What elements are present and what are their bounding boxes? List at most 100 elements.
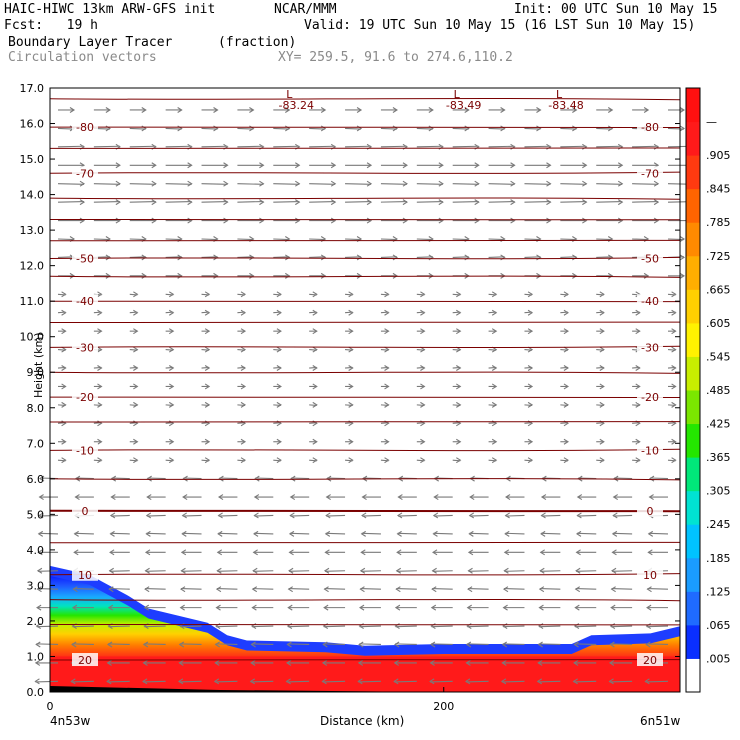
vector-head — [474, 217, 480, 224]
vector-shaft — [503, 625, 525, 628]
contour-label: 20 — [643, 654, 657, 667]
vector-shaft — [612, 570, 633, 572]
vector-shaft — [309, 127, 326, 130]
vector-shaft — [395, 643, 417, 646]
vector-head — [240, 328, 247, 335]
vector-head — [97, 438, 103, 445]
vector-head — [491, 309, 498, 316]
vector-shaft — [327, 477, 346, 480]
contour-line — [49, 478, 681, 481]
vector-head — [599, 438, 605, 445]
vector-head — [187, 162, 193, 169]
vector-head — [141, 107, 147, 113]
vector-head — [151, 199, 157, 206]
vector-shaft — [502, 643, 525, 646]
vector-head — [61, 438, 67, 445]
vector-head — [582, 199, 588, 206]
vector-shaft — [289, 532, 310, 535]
vector-head — [527, 457, 534, 464]
vector-shaft — [237, 238, 254, 241]
contour-label: -30 — [76, 341, 94, 354]
colorbar-label: — — [706, 116, 717, 129]
vector-head — [572, 107, 578, 113]
vector-head — [527, 383, 534, 390]
vector-head — [491, 383, 498, 390]
vector-shaft — [288, 588, 310, 590]
vector-head — [671, 346, 677, 353]
vector-head — [348, 328, 354, 335]
vector-head — [97, 401, 103, 408]
vector-head — [395, 567, 402, 574]
vector-shaft — [57, 200, 85, 203]
vector-head — [79, 199, 86, 206]
vector-head — [289, 494, 296, 500]
vector-shaft — [289, 570, 310, 572]
vector-head — [679, 125, 686, 132]
vector-shaft — [181, 588, 202, 590]
vector-head — [312, 383, 318, 390]
colorbar-label: .185 — [706, 552, 731, 565]
vector-head — [500, 125, 506, 132]
vector-head — [110, 494, 116, 500]
vector-head — [251, 586, 258, 593]
vector-head — [97, 457, 103, 464]
vector-head — [503, 549, 510, 556]
vector-shaft — [108, 625, 130, 628]
vector-shaft — [430, 680, 453, 683]
vector-shaft — [468, 588, 489, 590]
vector-head — [420, 291, 426, 298]
vector-head — [671, 291, 677, 298]
vector-head — [505, 494, 511, 500]
vector-head — [430, 604, 437, 611]
vector-head — [133, 365, 139, 371]
vector-shaft — [452, 200, 479, 203]
colorbar-swatch — [686, 322, 700, 357]
vector-shaft — [144, 625, 166, 628]
colorbar-swatch — [686, 88, 700, 123]
vector-shaft — [560, 238, 577, 241]
vector-shaft — [452, 238, 469, 241]
vector-shaft — [93, 238, 110, 241]
vector-head — [500, 678, 507, 685]
low-marker: L — [286, 88, 293, 101]
vector-head — [276, 365, 282, 371]
vector-head — [250, 641, 256, 648]
vector-head — [223, 199, 229, 206]
vector-head — [527, 401, 534, 408]
contour-line — [49, 171, 681, 174]
vector-head — [168, 328, 175, 335]
vector-shaft — [430, 643, 453, 646]
vector-shaft — [524, 127, 541, 130]
contour-label: -70 — [76, 167, 94, 180]
y-tick-label: 4.0 — [27, 544, 45, 557]
vector-head — [420, 346, 426, 353]
vector-head — [617, 162, 624, 169]
contour-line — [49, 256, 681, 260]
vector-shaft — [468, 570, 489, 572]
vector-head — [330, 162, 337, 169]
vector-head — [323, 604, 329, 611]
vector-shaft — [323, 643, 346, 646]
colorbar-label: .665 — [706, 283, 731, 296]
vector-head — [635, 457, 641, 464]
vector-head — [142, 659, 148, 666]
vector-head — [105, 107, 111, 113]
vector-head — [395, 586, 401, 593]
vector-shaft — [380, 127, 397, 130]
vector-head — [671, 309, 677, 316]
vector-head — [290, 475, 296, 482]
vector-head — [204, 328, 211, 335]
vector-head — [110, 475, 117, 482]
vector-shaft — [129, 183, 156, 185]
y-tick-label: 1.0 — [27, 650, 45, 663]
vector-head — [34, 659, 41, 666]
vector-head — [671, 457, 677, 464]
vector-head — [433, 494, 439, 500]
vector-head — [320, 254, 327, 261]
vector-shaft — [143, 643, 166, 646]
colorbar-swatch — [686, 155, 700, 190]
vector-head — [276, 457, 282, 464]
vector-head — [438, 180, 444, 187]
x-axis-title: Distance (km) — [320, 714, 404, 728]
vector-head — [276, 438, 282, 445]
